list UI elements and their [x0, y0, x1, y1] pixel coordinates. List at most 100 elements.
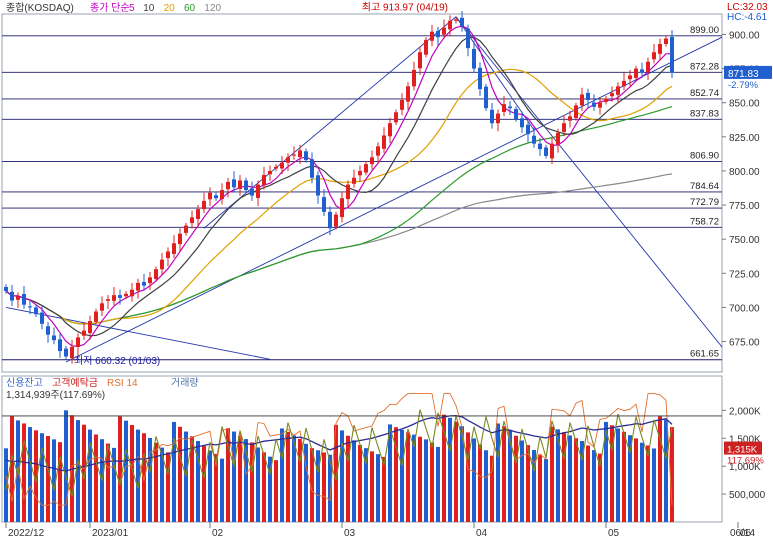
trend-line: [65, 36, 723, 363]
trend-line: [5, 306, 271, 360]
candle-body: [64, 348, 68, 357]
candle-body: [172, 243, 176, 254]
volume-bar: [334, 424, 338, 522]
candle-body: [514, 108, 518, 120]
volume-bar: [130, 424, 134, 522]
x-tick-label: 03: [344, 528, 356, 539]
candle-body: [70, 346, 74, 359]
candle-body: [448, 20, 452, 30]
candle-body: [112, 295, 116, 301]
candle-body: [484, 86, 488, 109]
y-tick-label: 850.00: [729, 99, 760, 110]
price-level-label: 837.83: [690, 108, 719, 119]
volume-bar: [106, 443, 110, 522]
volume-bar: [154, 442, 158, 522]
lower-current-label: 1,315K: [727, 445, 758, 456]
x-tick-label: 05: [608, 528, 620, 539]
candle-body: [496, 113, 500, 124]
x-tick-label: 2023/01: [92, 528, 129, 539]
volume-bar: [364, 448, 368, 522]
volume-bar: [658, 416, 662, 522]
candle-body: [160, 259, 164, 270]
volume-bar: [634, 438, 638, 522]
candle-body: [322, 197, 326, 212]
candle-body: [262, 175, 266, 186]
legend-item: 20: [164, 3, 176, 14]
volume-bar: [556, 429, 560, 522]
volume-bar: [466, 432, 470, 522]
y-tick-label: 825.00: [729, 133, 760, 144]
candle-body: [298, 150, 302, 158]
candle-body: [502, 104, 506, 112]
candle-body: [406, 86, 410, 102]
candle-body: [490, 109, 494, 124]
volume-bar: [412, 434, 416, 522]
volume-bar: [442, 414, 446, 522]
lower-y-tick-label: 2,000K: [729, 406, 761, 417]
volume-bar: [316, 450, 320, 522]
volume-bar: [610, 425, 614, 522]
candle-body: [424, 39, 428, 55]
lower-current-pct-label: 117.69%: [727, 456, 764, 467]
candle-body: [460, 17, 464, 27]
candle-body: [58, 339, 62, 352]
volume-bar: [598, 453, 602, 522]
candle-body: [466, 28, 470, 49]
volume-bar: [88, 429, 92, 522]
volume-bar: [16, 420, 20, 522]
candle-body: [76, 337, 80, 347]
volume-bar: [310, 448, 314, 522]
volume-bar: [628, 435, 632, 522]
candle-body: [370, 157, 374, 165]
candle-body: [364, 164, 368, 173]
candles[interactable]: [4, 10, 674, 364]
volume-bar: [232, 431, 236, 522]
ma-5-line: [5, 25, 672, 348]
volume-bar: [478, 444, 482, 522]
candle-body: [334, 214, 338, 227]
candle-body: [472, 48, 476, 69]
candle-body: [508, 106, 512, 109]
volume-bar: [490, 455, 494, 522]
volume-bar: [82, 424, 86, 522]
volume-bar: [652, 448, 656, 522]
price-level-label: 806.90: [690, 151, 719, 162]
candle-body: [562, 123, 566, 132]
y-tick-label: 725.00: [729, 269, 760, 280]
volume-bar: [664, 419, 668, 522]
candle-body: [16, 296, 20, 300]
candle-body: [286, 157, 290, 163]
candle-body: [208, 192, 212, 200]
volume-bar: [112, 447, 116, 522]
volume-bar: [172, 421, 176, 522]
volume-bar: [502, 426, 506, 522]
volume-bar: [394, 427, 398, 522]
price-level-label: 661.65: [690, 349, 719, 360]
candle-body: [376, 146, 380, 156]
volume-bar: [352, 440, 356, 522]
x-tick-label: 2022/12: [8, 528, 45, 539]
candle-body: [40, 312, 44, 324]
volume-bar: [358, 444, 362, 522]
candle-body: [568, 116, 572, 121]
high-annotation: 최고 913.97 (04/19): [362, 2, 448, 14]
candle-body: [340, 198, 344, 218]
candle-body: [520, 118, 524, 128]
low-annotation: 최저 660.32 (01/03): [74, 355, 160, 367]
lower-readout: 1,314,939주(117.69%): [6, 390, 105, 401]
volume-bar: [436, 446, 440, 522]
candle-body: [574, 105, 578, 118]
candle-body: [268, 170, 272, 175]
candle-body: [526, 124, 530, 135]
volume-bar: [370, 451, 374, 522]
x-tick-label: 06/14: [730, 528, 755, 539]
hc-label: HC:-4.61: [727, 12, 767, 23]
x-tick-label: 04: [476, 528, 488, 539]
candle-body: [622, 80, 626, 87]
lower-panel[interactable]: [2, 393, 722, 522]
candle-body: [184, 225, 188, 233]
candle-body: [154, 269, 158, 280]
candle-body: [82, 330, 86, 336]
